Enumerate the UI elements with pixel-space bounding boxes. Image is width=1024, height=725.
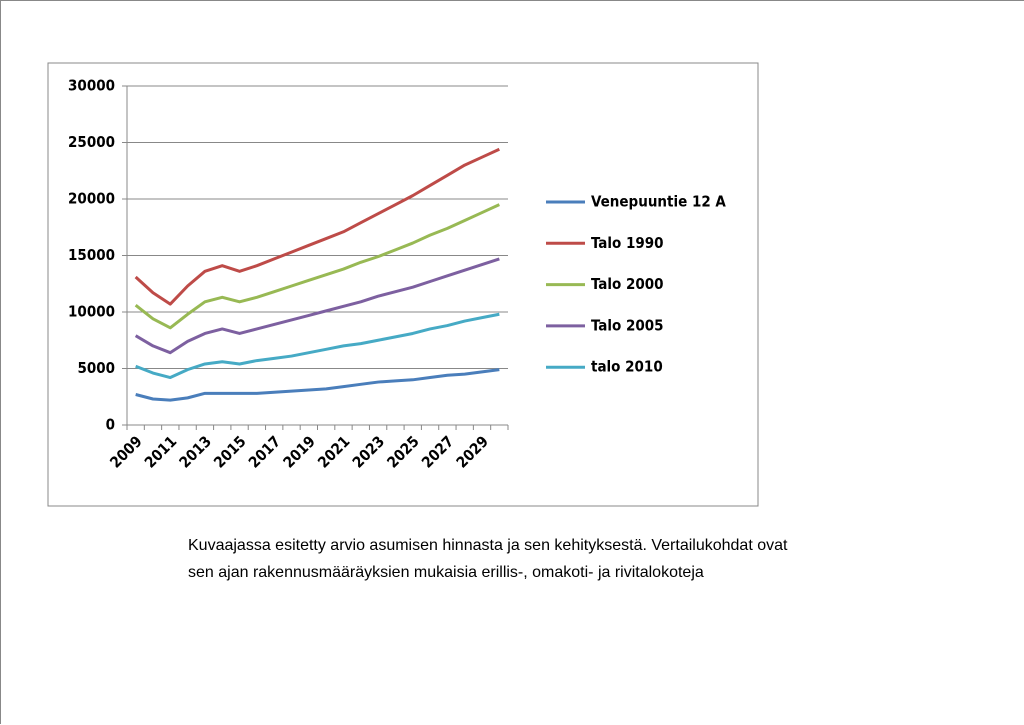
- y-tick-label: 25000: [68, 133, 115, 151]
- series-line: [135, 312, 500, 380]
- series-line: [135, 368, 500, 402]
- caption-line: Kuvaajassa esitetty arvio asumisen hinna…: [188, 537, 788, 554]
- y-tick-label: 10000: [68, 303, 115, 321]
- chart-frame: [47, 62, 759, 507]
- legend-label: Talo 2000: [591, 275, 664, 293]
- y-tick-label: 20000: [68, 190, 115, 208]
- caption-line: sen ajan rakennusmääräyksien mukaisia er…: [188, 564, 704, 581]
- y-tick-label: 0: [106, 416, 115, 434]
- y-tick-label: 15000: [68, 246, 115, 264]
- series-line: [134, 257, 500, 355]
- series-line: [134, 203, 500, 330]
- legend-label: Talo 1990: [591, 234, 664, 252]
- legend-label: talo 2010: [591, 358, 663, 376]
- y-tick-label: 30000: [68, 77, 115, 95]
- legend-label: Talo 2005: [591, 316, 664, 334]
- legend-label: Venepuuntie 12 A: [591, 193, 726, 211]
- series-line: [134, 147, 500, 306]
- y-tick-label: 5000: [77, 359, 115, 377]
